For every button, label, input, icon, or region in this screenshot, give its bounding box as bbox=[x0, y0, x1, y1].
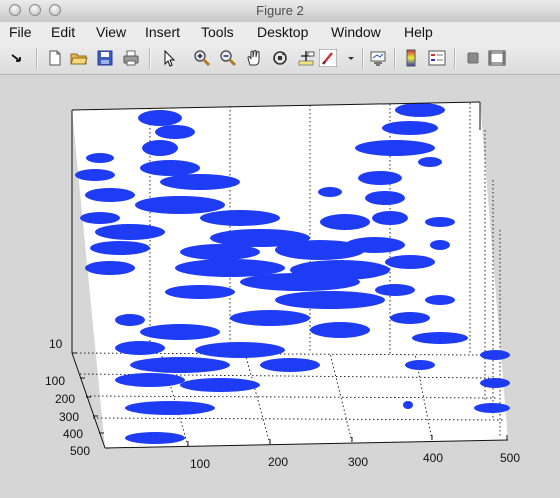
zoom-window-button[interactable] bbox=[49, 4, 61, 16]
minimize-window-button[interactable] bbox=[29, 4, 41, 16]
menu-help[interactable]: Help bbox=[404, 24, 433, 40]
menu-desktop[interactable]: Desktop bbox=[257, 24, 309, 40]
zoom-in-icon[interactable] bbox=[193, 49, 211, 67]
data-cursor-icon[interactable] bbox=[297, 49, 315, 67]
close-window-button[interactable] bbox=[9, 4, 21, 16]
link-plot-icon[interactable] bbox=[369, 49, 387, 67]
edit-plot-pointer-icon[interactable] bbox=[160, 49, 178, 67]
y-tick-label: 100 bbox=[45, 374, 65, 388]
menu-view[interactable]: View bbox=[96, 24, 127, 40]
legend-icon[interactable] bbox=[428, 49, 446, 67]
arrow-redock-icon[interactable] bbox=[8, 49, 26, 67]
zoom-out-icon[interactable] bbox=[219, 49, 237, 67]
menu-edit[interactable]: Edit bbox=[51, 24, 76, 40]
menu-window[interactable]: Window bbox=[331, 24, 381, 40]
x-tick-label: 400 bbox=[423, 451, 443, 465]
hide-plot-tools-icon[interactable] bbox=[464, 49, 482, 67]
x-tick-label: 500 bbox=[500, 451, 520, 465]
open-file-icon[interactable] bbox=[70, 49, 88, 67]
z-tick-label: 10 bbox=[49, 337, 63, 351]
x-tick-label: 200 bbox=[268, 455, 288, 469]
surface-plot bbox=[75, 103, 510, 444]
menu-file[interactable]: File bbox=[9, 24, 32, 40]
axes-3d[interactable]: 10 100 200 300 400 500 100 200 300 400 5… bbox=[0, 75, 560, 493]
toolbar-separator bbox=[454, 48, 456, 69]
x-tick-label: 100 bbox=[190, 457, 210, 471]
colorbar-icon[interactable] bbox=[402, 49, 420, 67]
axes-box bbox=[71, 101, 509, 449]
menu-bar: File Edit View Insert Tools Desktop Wind… bbox=[0, 22, 560, 44]
rotate-3d-icon[interactable] bbox=[271, 49, 289, 67]
x-tick-label: 300 bbox=[348, 455, 368, 469]
y-tick-label: 300 bbox=[59, 410, 79, 424]
show-plot-tools-icon[interactable] bbox=[488, 49, 506, 67]
toolbar-separator bbox=[149, 48, 151, 69]
toolbar-separator bbox=[394, 48, 396, 69]
figure-canvas[interactable]: 10 100 200 300 400 500 100 200 300 400 5… bbox=[0, 75, 560, 493]
menu-insert[interactable]: Insert bbox=[145, 24, 181, 40]
toolbar-separator bbox=[362, 48, 364, 69]
y-tick-label: 200 bbox=[55, 392, 75, 406]
menu-tools[interactable]: Tools bbox=[201, 24, 234, 40]
window-titlebar: Figure 2 bbox=[0, 0, 560, 23]
brush-icon[interactable] bbox=[319, 49, 337, 67]
save-icon[interactable] bbox=[96, 49, 114, 67]
toolbar-separator bbox=[36, 48, 38, 69]
tick-marks bbox=[72, 352, 508, 449]
brush-dropdown-icon[interactable] bbox=[342, 49, 360, 67]
new-figure-icon[interactable] bbox=[46, 49, 64, 67]
y-tick-label: 400 bbox=[63, 427, 83, 441]
print-icon[interactable] bbox=[122, 49, 140, 67]
figure-toolbar bbox=[0, 43, 560, 75]
y-tick-label: 500 bbox=[70, 444, 90, 458]
window-title: Figure 2 bbox=[256, 3, 304, 18]
pan-hand-icon[interactable] bbox=[245, 49, 263, 67]
